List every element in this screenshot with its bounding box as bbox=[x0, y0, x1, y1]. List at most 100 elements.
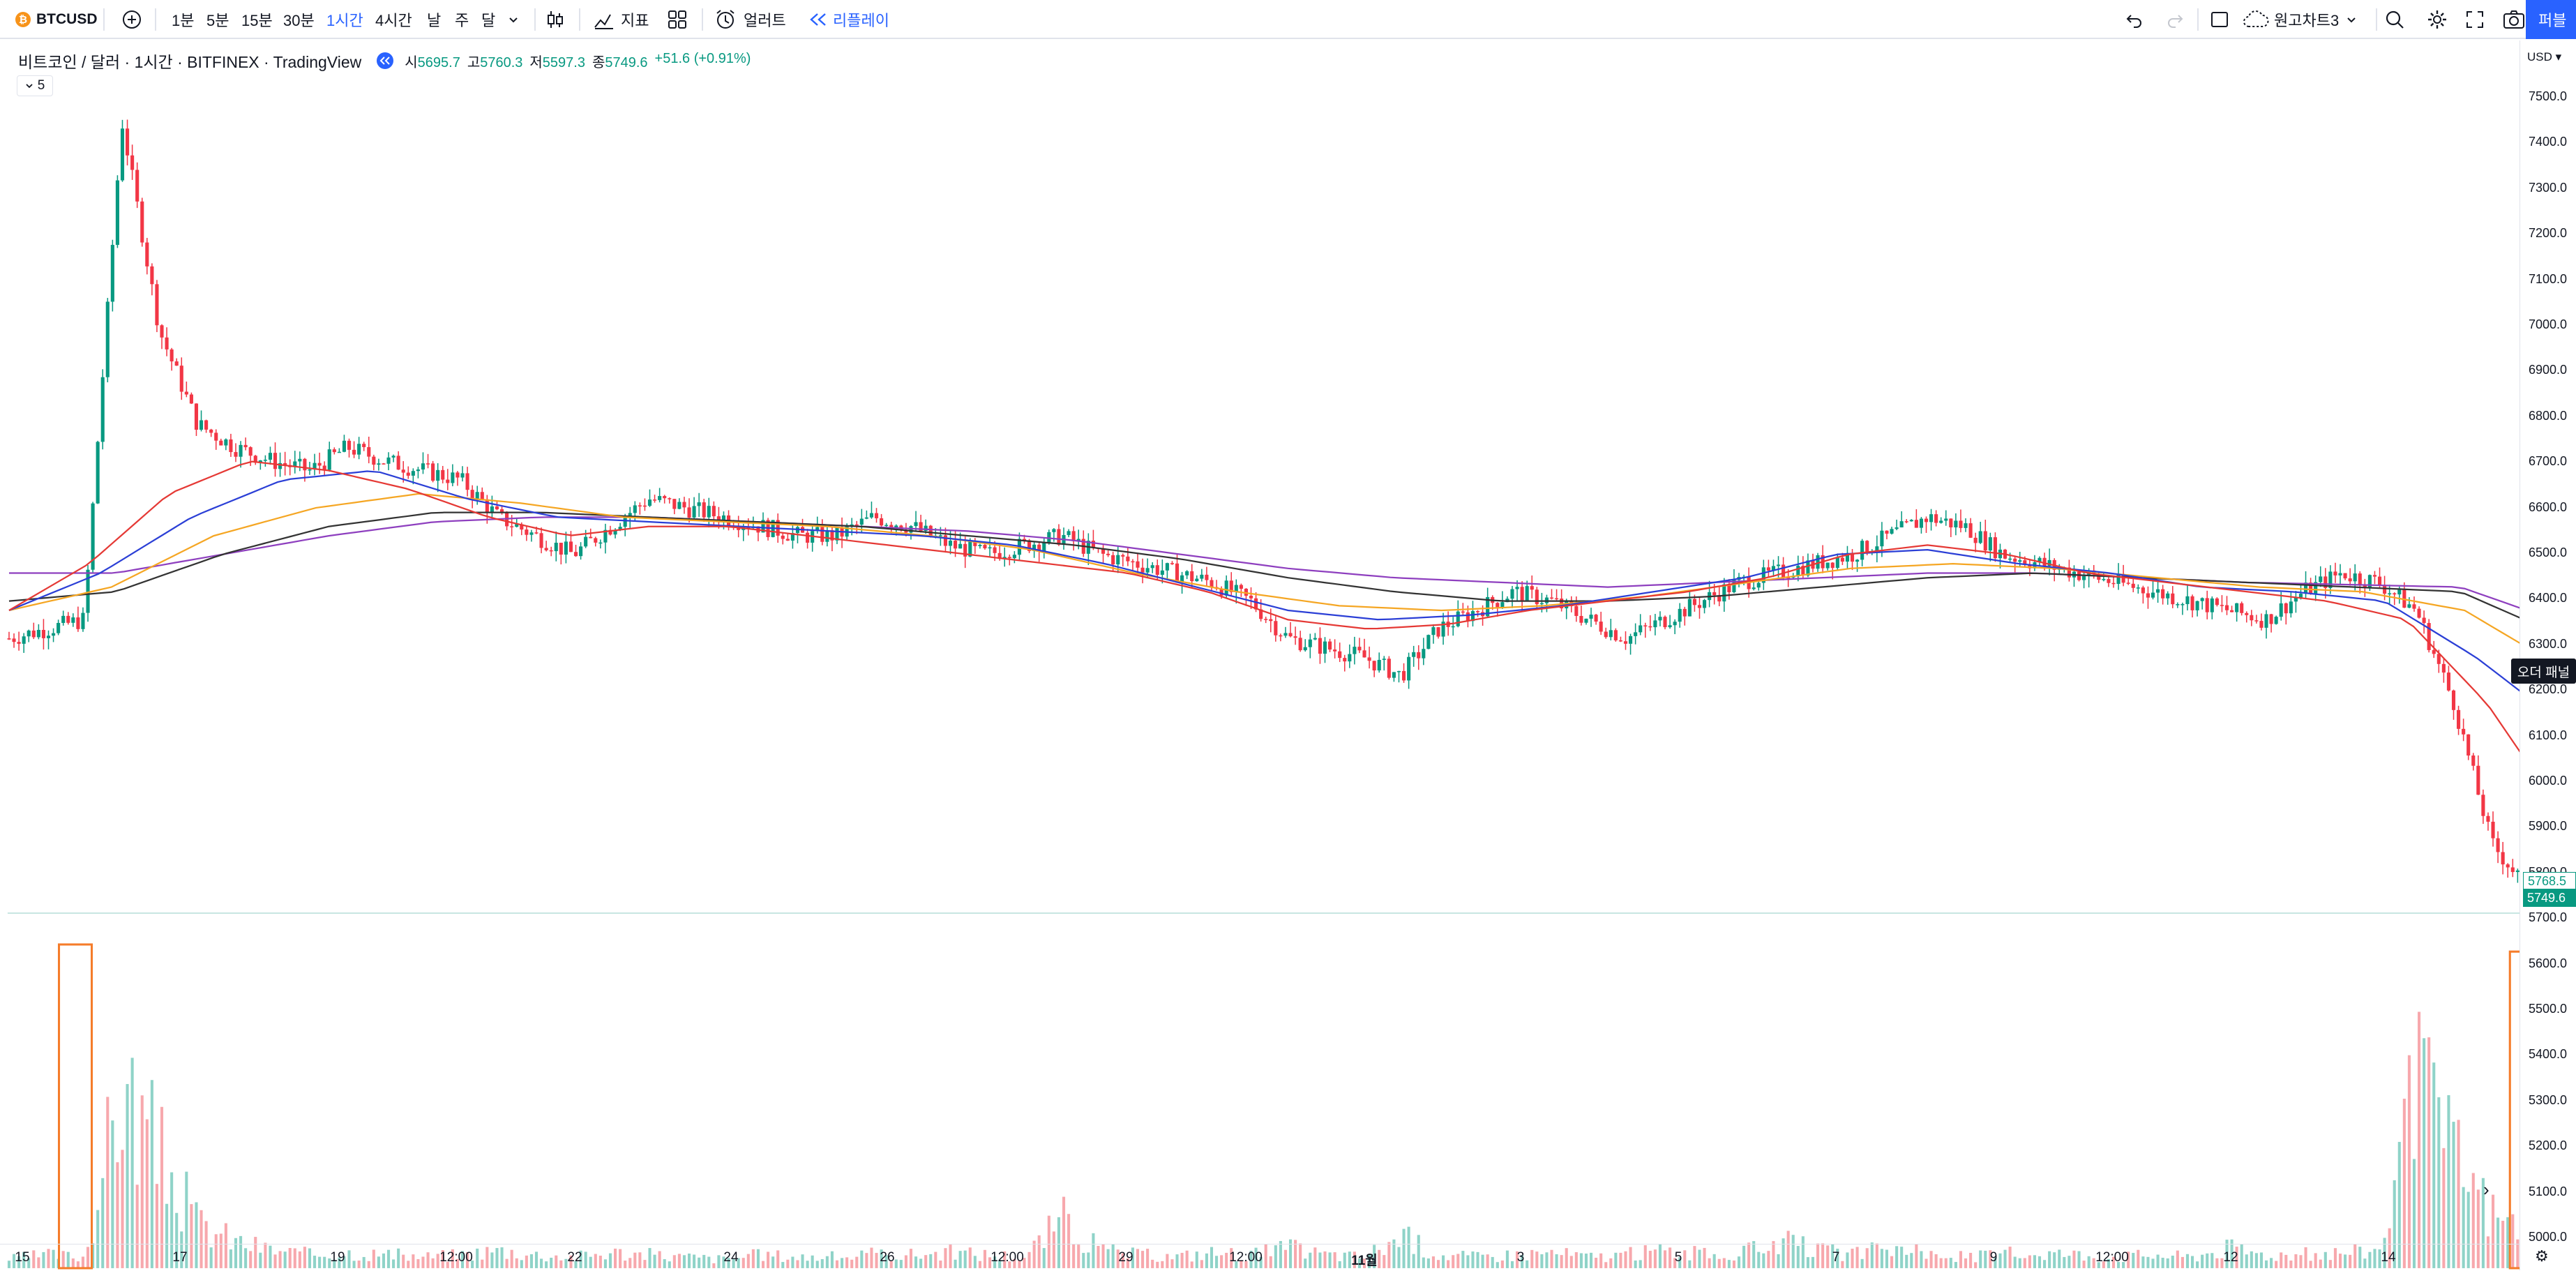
redo-button[interactable] bbox=[2165, 0, 2185, 39]
interval-1m[interactable]: 1분 bbox=[172, 12, 195, 29]
candle-body bbox=[1855, 559, 1860, 562]
candle-body bbox=[1639, 625, 1643, 633]
candle-body bbox=[1801, 566, 1805, 576]
volume-bar bbox=[815, 1261, 819, 1268]
interval-4h[interactable]: 4시간 bbox=[375, 12, 412, 29]
interval-week[interactable]: 주 bbox=[455, 12, 469, 29]
interval-month[interactable]: 달 bbox=[481, 12, 496, 29]
volume-bar bbox=[2506, 1217, 2510, 1268]
snapshot-button[interactable] bbox=[2503, 0, 2525, 39]
volume-bar bbox=[929, 1254, 933, 1268]
candle-body bbox=[327, 449, 331, 470]
candle-body bbox=[919, 522, 923, 532]
interval-5m[interactable]: 5분 bbox=[206, 12, 229, 29]
candle-body bbox=[204, 420, 209, 430]
candle-body bbox=[2462, 728, 2466, 735]
volume-bar bbox=[2314, 1253, 2317, 1268]
candle-body bbox=[973, 541, 977, 546]
fullscreen-box-button[interactable] bbox=[2210, 0, 2229, 39]
interval-dropdown[interactable] bbox=[508, 0, 519, 39]
symbol-search-button[interactable]: ₿ BTCUSD bbox=[15, 0, 98, 39]
volume-bar bbox=[2363, 1258, 2367, 1268]
volume-bar bbox=[1979, 1250, 1982, 1268]
candle-body bbox=[2353, 573, 2357, 582]
volume-bar bbox=[47, 1249, 50, 1268]
settings-button[interactable] bbox=[2426, 0, 2448, 39]
price-axis[interactable]: USD ▾ 7500.0 7400.0 7300.0 7200.0 7100.0 7000… bbox=[2519, 40, 2576, 1270]
volume-bar bbox=[1920, 1251, 1923, 1268]
interval-15m[interactable]: 15분 bbox=[241, 12, 273, 29]
candle-body bbox=[1782, 564, 1786, 578]
axis-settings-gear-icon[interactable]: ⚙ bbox=[2535, 1247, 2549, 1265]
candle-body bbox=[1786, 577, 1791, 579]
indicators-button[interactable]: 지표 bbox=[593, 0, 649, 39]
candle-body bbox=[2314, 582, 2318, 594]
candle-body bbox=[1919, 518, 1923, 528]
volume-bar bbox=[1333, 1252, 1336, 1268]
candle-body bbox=[825, 530, 829, 542]
time-tick-label: 29 bbox=[1118, 1250, 1133, 1265]
volume-bar bbox=[865, 1253, 868, 1268]
layout-templates-button[interactable] bbox=[667, 0, 688, 39]
fullscreen-button[interactable] bbox=[2465, 0, 2485, 39]
close-value: 5749.6 bbox=[605, 54, 648, 70]
interval-day[interactable]: 날 bbox=[427, 12, 442, 29]
candle-body bbox=[2264, 614, 2268, 628]
candle-body bbox=[1865, 541, 1869, 553]
replay-button[interactable]: 리플레이 bbox=[809, 0, 889, 39]
volume-bar bbox=[786, 1259, 790, 1268]
candle-body bbox=[1367, 657, 1371, 661]
candle-body bbox=[1712, 592, 1717, 596]
publish-button[interactable]: 퍼블 bbox=[2526, 0, 2576, 39]
replay-indicator-icon[interactable] bbox=[377, 52, 394, 69]
volume-bar bbox=[2344, 1254, 2347, 1268]
candle-body bbox=[1071, 531, 1076, 541]
candle-body bbox=[273, 453, 278, 469]
layout-menu-button[interactable]: 원고차트3 bbox=[2242, 0, 2357, 39]
volume-bar bbox=[643, 1260, 647, 1268]
volume-bar bbox=[1476, 1251, 1479, 1268]
volume-bar bbox=[811, 1255, 814, 1268]
time-axis[interactable]: 15 17 19 12:00 22 24 26 12:00 29 12:00 11월 3 5 7 9 12:0… bbox=[0, 1244, 2519, 1271]
interval-30m[interactable]: 30분 bbox=[283, 12, 315, 29]
candle-body bbox=[1934, 514, 1938, 523]
volume-bar bbox=[1067, 1214, 1071, 1268]
volume-bar bbox=[1175, 1254, 1179, 1268]
candle-body bbox=[421, 463, 425, 470]
volume-bar bbox=[2294, 1254, 2298, 1268]
interval-1h[interactable]: 1시간 bbox=[326, 12, 363, 29]
candle-body bbox=[525, 529, 529, 535]
volume-bar bbox=[2201, 1254, 2204, 1268]
volume-bar bbox=[1584, 1254, 1588, 1268]
indicators-collapse-button[interactable]: 5 bbox=[17, 75, 53, 96]
compare-add-button[interactable] bbox=[121, 0, 142, 39]
volume-bar bbox=[1200, 1260, 1203, 1268]
candle-body bbox=[1609, 630, 1613, 638]
volume-bar bbox=[1900, 1247, 1904, 1268]
alert-button[interactable]: 얼러트 bbox=[714, 0, 786, 39]
volume-bar bbox=[7, 1261, 11, 1268]
volume-bar bbox=[1604, 1262, 1608, 1268]
candle-body bbox=[2338, 573, 2342, 576]
time-tick-label: 12 bbox=[2223, 1250, 2238, 1265]
order-panel-button[interactable]: 오더 패널 bbox=[2511, 659, 2576, 684]
volume-bar bbox=[269, 1245, 272, 1268]
volume-bar bbox=[1742, 1245, 1746, 1268]
candle-body bbox=[830, 530, 834, 541]
chart-type-button[interactable] bbox=[545, 0, 565, 39]
candle-body bbox=[677, 502, 681, 509]
volume-bar bbox=[244, 1248, 248, 1268]
candle-body bbox=[598, 542, 603, 544]
volume-bar bbox=[1304, 1258, 1307, 1268]
currency-dropdown[interactable]: USD ▾ bbox=[2527, 50, 2562, 63]
undo-button[interactable] bbox=[2125, 0, 2144, 39]
volume-bar bbox=[1589, 1252, 1593, 1268]
price-chart[interactable] bbox=[0, 40, 2576, 1270]
candle-body bbox=[189, 394, 193, 404]
scroll-to-realtime-button[interactable]: › bbox=[2483, 1179, 2490, 1200]
volume-bar bbox=[481, 1259, 484, 1268]
search-button[interactable] bbox=[2384, 0, 2405, 39]
price-tick-label: 7400.0 bbox=[2529, 135, 2568, 149]
volume-bar bbox=[249, 1251, 253, 1268]
change-value: +51.6 (+0.91%) bbox=[654, 50, 751, 66]
